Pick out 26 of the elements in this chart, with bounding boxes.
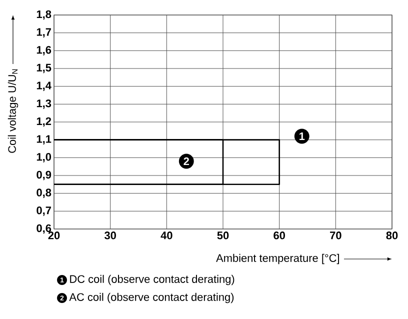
y-tick-label: 1,0 [36, 153, 52, 162]
x-tick-label: 40 [160, 232, 172, 240]
annotation: 1 [300, 132, 305, 140]
y-tick-label: 1,3 [36, 100, 52, 109]
y-tick-label: 0,8 [36, 188, 52, 198]
x-tick-label: 30 [104, 232, 116, 240]
y-tick-label: 1,8 [36, 10, 52, 20]
y-tick-label: 1,7 [36, 28, 51, 38]
y-axis-title: Coil voltage U/U$_{N}$ [8, 69, 18, 153]
legend-label: AC coil (observe contact derating) [69, 292, 234, 304]
x-tick-label: 80 [386, 232, 398, 240]
y-tick-label: 1,5 [36, 64, 52, 74]
x-tick-label: 50 [217, 232, 229, 240]
y-tick-label: 0,7 [36, 206, 51, 216]
x-tick-label: 70 [330, 232, 342, 240]
legend-label: DC coil (observe contact derating) [70, 274, 234, 286]
x-tick-label: 60 [274, 232, 285, 240]
x-tick-label: 20 [48, 232, 60, 240]
annotation: 2 [184, 157, 189, 166]
y-tick-label: 1,4 [36, 82, 52, 91]
x-axis-title: Ambient temperature [°C] [216, 254, 340, 264]
y-tick-label: 0,9 [36, 170, 52, 180]
y-tick-label: 1,6 [36, 46, 52, 56]
y-tick-label: 1,1 [36, 135, 52, 144]
y-tick-label: 1,2 [36, 117, 52, 127]
y-tick-label: 0,6 [36, 224, 52, 234]
